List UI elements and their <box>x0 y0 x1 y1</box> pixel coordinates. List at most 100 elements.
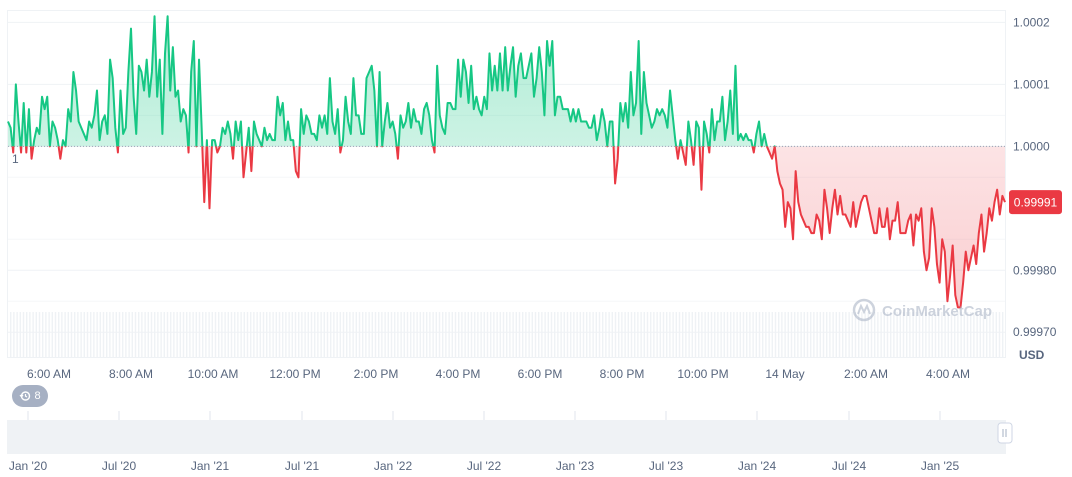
volume-bar <box>550 312 553 357</box>
history-badge[interactable]: 8 <box>12 385 48 407</box>
volume-bar <box>365 312 367 357</box>
volume-bar <box>32 312 34 357</box>
volume-bar <box>115 312 117 357</box>
volume-bar <box>42 312 44 357</box>
volume-bar <box>838 312 841 357</box>
volume-bar <box>643 312 645 357</box>
volume-bar <box>230 312 233 357</box>
volume-bar <box>723 312 725 357</box>
volume-bar <box>506 312 508 357</box>
volume-bar <box>819 312 821 357</box>
volume-bar <box>323 312 325 357</box>
volume-bar <box>906 312 908 357</box>
volume-bar <box>925 312 927 357</box>
baseline-label: 1 <box>12 152 19 166</box>
volume-bar <box>362 312 364 357</box>
range-handle[interactable] <box>997 422 1013 444</box>
volume-bar <box>659 312 661 357</box>
volume-bar <box>739 312 741 357</box>
volume-bar <box>266 312 268 357</box>
volume-bar <box>310 312 313 357</box>
volume-bar <box>291 312 293 357</box>
volume-bar <box>272 312 274 357</box>
volume-bar <box>637 312 639 357</box>
volume-bar <box>755 312 757 357</box>
volume-bar <box>797 312 799 357</box>
volume-bar <box>829 312 831 357</box>
volume-bar <box>688 312 690 357</box>
volume-bar <box>490 312 492 357</box>
volume-bar <box>710 312 713 357</box>
volume-bar <box>474 312 476 357</box>
y-tick-label: 1.0001 <box>1013 77 1050 91</box>
volume-bar <box>467 312 469 357</box>
range-label: Jan '23 <box>556 459 595 473</box>
volume-bar <box>144 312 146 357</box>
volume-bar <box>666 312 668 357</box>
volume-bar <box>224 312 226 357</box>
volume-bar <box>582 312 585 357</box>
y-tick-label: 1.0002 <box>1013 15 1050 29</box>
volume-bar <box>179 312 181 357</box>
volume-bar <box>429 312 431 357</box>
volume-bar <box>13 312 15 357</box>
volume-bar <box>944 312 946 357</box>
volume-bar <box>928 312 930 357</box>
volume-bar <box>544 312 546 357</box>
volume-bar <box>778 312 780 357</box>
volume-bars <box>10 312 1004 357</box>
volume-bar <box>832 312 834 357</box>
volume-bar <box>522 312 524 357</box>
volume-bar <box>762 312 764 357</box>
volume-bar <box>810 312 812 357</box>
volume-bar <box>218 312 220 357</box>
volume-bar <box>576 312 578 357</box>
volume-bar <box>368 312 370 357</box>
volume-bar <box>445 312 447 357</box>
volume-bar <box>38 312 41 357</box>
volume-bar <box>256 312 258 357</box>
volume-bar <box>835 312 837 357</box>
volume-bar <box>701 312 703 357</box>
range-label: Jul '20 <box>102 459 137 473</box>
volume-bar <box>378 312 380 357</box>
volume-bar <box>512 312 514 357</box>
volume-bar <box>83 312 85 357</box>
currency-label: USD <box>1019 348 1045 362</box>
volume-bar <box>166 312 169 357</box>
volume-bar <box>80 312 82 357</box>
volume-bar <box>102 312 105 357</box>
volume-bar <box>61 312 63 357</box>
volume-bar <box>278 312 281 357</box>
volume-bar <box>982 312 985 357</box>
volume-bar <box>1002 312 1004 357</box>
volume-bar <box>48 312 50 357</box>
range-selector[interactable] <box>7 411 1013 454</box>
volume-bar <box>262 312 265 357</box>
volume-bar <box>698 312 700 357</box>
volume-bar <box>630 312 633 357</box>
volume-bar <box>186 312 188 357</box>
volume-bar <box>534 312 537 357</box>
volume-bar <box>682 312 684 357</box>
volume-bar <box>611 312 613 357</box>
volume-bar <box>397 312 399 357</box>
range-label: Jan '20 <box>9 459 48 473</box>
volume-bar <box>154 312 156 357</box>
volume-bar <box>358 312 361 357</box>
volume-bar <box>336 312 338 357</box>
volume-bar <box>973 312 975 357</box>
volume-bar <box>874 312 876 357</box>
volume-bar <box>221 312 223 357</box>
volume-bar <box>240 312 242 357</box>
volume-bar <box>640 312 642 357</box>
y-tick-label: 0.99970 <box>1013 325 1057 339</box>
volume-bar <box>694 312 697 357</box>
volume-bar <box>384 312 386 357</box>
volume-bar <box>246 312 249 357</box>
volume-bar <box>509 312 511 357</box>
volume-bar <box>138 312 140 357</box>
volume-bar <box>675 312 677 357</box>
volume-bar <box>211 312 213 357</box>
